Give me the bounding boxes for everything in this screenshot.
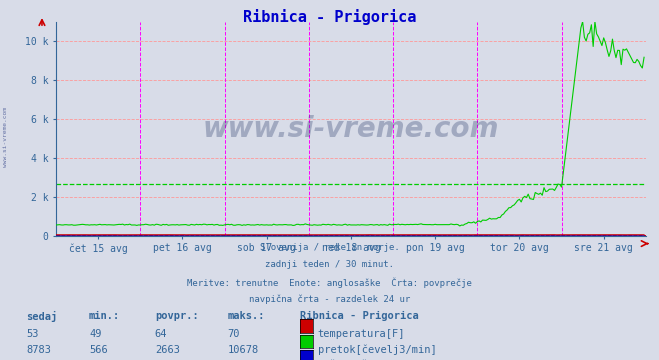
Text: 2663: 2663: [155, 345, 180, 355]
Text: povpr.:: povpr.:: [155, 311, 198, 321]
Text: 566: 566: [89, 345, 107, 355]
Text: 10678: 10678: [227, 345, 258, 355]
Text: 8783: 8783: [26, 345, 51, 355]
Text: sedaj: sedaj: [26, 311, 57, 323]
Text: Ribnica - Prigorica: Ribnica - Prigorica: [300, 311, 418, 321]
Text: 49: 49: [89, 329, 101, 339]
Text: min.:: min.:: [89, 311, 120, 321]
Text: zadnji teden / 30 minut.: zadnji teden / 30 minut.: [265, 260, 394, 269]
Text: www.si-vreme.com: www.si-vreme.com: [3, 107, 8, 167]
Text: 53: 53: [26, 329, 39, 339]
Text: 70: 70: [227, 329, 240, 339]
Text: temperatura[F]: temperatura[F]: [318, 329, 405, 339]
Text: 64: 64: [155, 329, 167, 339]
Text: navpična črta - razdelek 24 ur: navpična črta - razdelek 24 ur: [249, 295, 410, 304]
Text: maks.:: maks.:: [227, 311, 265, 321]
Text: pretok[čevelj3/min]: pretok[čevelj3/min]: [318, 345, 436, 355]
Text: Meritve: trenutne  Enote: anglosaške  Črta: povprečje: Meritve: trenutne Enote: anglosaške Črta…: [187, 278, 472, 288]
Text: www.si-vreme.com: www.si-vreme.com: [203, 115, 499, 143]
Text: Slovenija / reke in morje.: Slovenija / reke in morje.: [260, 243, 399, 252]
Text: Ribnica - Prigorica: Ribnica - Prigorica: [243, 9, 416, 25]
